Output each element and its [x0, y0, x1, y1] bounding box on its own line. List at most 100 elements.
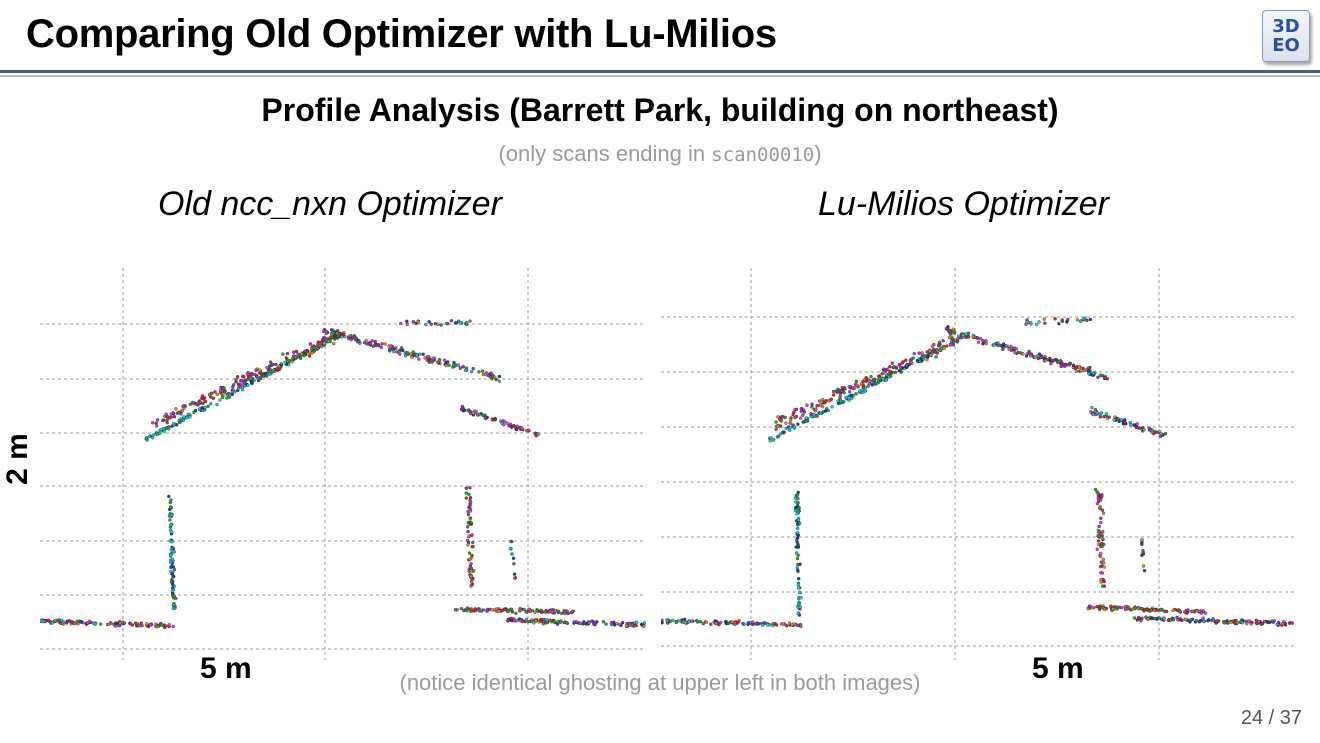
point	[815, 404, 819, 408]
point	[520, 427, 524, 431]
point	[303, 349, 307, 353]
point	[796, 518, 801, 522]
point	[819, 411, 823, 416]
point	[417, 357, 421, 361]
point	[951, 327, 955, 331]
point	[1083, 368, 1087, 372]
point	[510, 552, 514, 556]
point	[167, 623, 171, 627]
point	[1129, 608, 1133, 612]
point	[170, 589, 174, 593]
point	[490, 608, 495, 612]
point	[513, 576, 517, 580]
lu-milios-profile-plot	[661, 268, 1295, 660]
point	[1186, 608, 1190, 612]
point	[634, 623, 638, 628]
lu-milios-title: Lu-Milios Optimizer	[818, 185, 1109, 223]
point	[219, 388, 223, 393]
point	[468, 557, 473, 561]
point	[1199, 611, 1204, 615]
point	[1102, 561, 1106, 565]
point	[156, 624, 161, 628]
point	[197, 407, 202, 412]
point	[584, 622, 589, 626]
point	[222, 387, 226, 391]
point	[948, 332, 952, 336]
point	[1158, 607, 1163, 612]
point	[512, 572, 517, 576]
point	[890, 361, 894, 365]
point	[174, 407, 178, 411]
point	[272, 368, 276, 372]
point	[171, 606, 175, 611]
point	[480, 369, 485, 373]
scan-note-prefix: (only scans ending in	[498, 141, 712, 166]
point	[186, 412, 190, 416]
point	[1079, 368, 1083, 373]
point	[797, 577, 801, 581]
point	[687, 619, 691, 624]
point	[1068, 362, 1072, 366]
point	[1117, 419, 1121, 424]
point	[796, 602, 801, 607]
point	[497, 379, 501, 383]
point	[548, 618, 552, 622]
point	[1265, 619, 1269, 624]
point	[53, 618, 58, 623]
point	[892, 365, 896, 369]
point	[760, 623, 765, 627]
point	[169, 415, 173, 419]
point	[477, 412, 482, 416]
point	[796, 611, 800, 616]
point	[392, 350, 396, 354]
point	[798, 605, 802, 609]
point	[329, 328, 334, 332]
point	[566, 611, 570, 616]
point	[1099, 520, 1103, 525]
point	[838, 397, 842, 401]
point	[350, 335, 354, 339]
point	[1107, 415, 1111, 419]
point	[380, 342, 384, 346]
point	[215, 392, 220, 397]
point	[799, 416, 803, 420]
point	[1097, 534, 1101, 538]
point	[578, 621, 583, 626]
point	[799, 624, 803, 629]
point	[1101, 530, 1105, 534]
point	[849, 393, 853, 397]
point	[211, 396, 216, 400]
point	[180, 409, 185, 413]
point	[620, 620, 625, 625]
point	[1102, 607, 1107, 612]
point	[796, 586, 801, 590]
point	[353, 337, 358, 341]
point	[873, 382, 878, 386]
point	[1099, 551, 1103, 556]
page-number: 24 / 37	[1240, 707, 1302, 729]
point	[41, 619, 45, 624]
point	[265, 374, 269, 378]
point	[508, 547, 512, 551]
point	[812, 412, 816, 417]
point	[1290, 621, 1294, 625]
point	[908, 358, 912, 362]
point	[1088, 604, 1092, 608]
scan-note: (only scans ending in scan00010)	[0, 140, 1320, 169]
point	[796, 582, 800, 587]
point	[814, 407, 818, 411]
point	[810, 402, 814, 406]
point	[179, 412, 183, 416]
point	[284, 356, 288, 360]
point	[794, 407, 799, 411]
point	[628, 621, 632, 625]
point	[1099, 580, 1103, 584]
point	[839, 389, 844, 393]
point	[1142, 569, 1147, 573]
point	[565, 620, 569, 625]
point	[950, 337, 955, 341]
point	[181, 404, 185, 408]
point	[512, 618, 517, 622]
point	[383, 342, 387, 346]
point	[1139, 607, 1144, 611]
